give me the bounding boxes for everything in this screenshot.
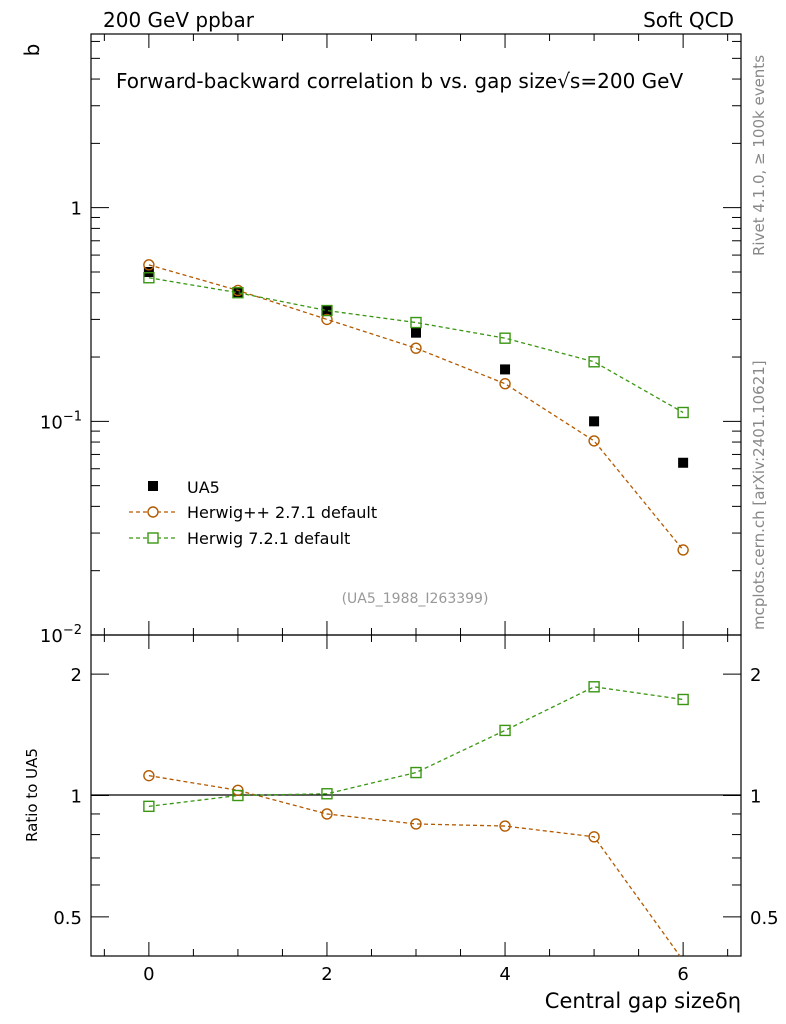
ratio-line-herwig-7-2-1-default — [148, 686, 684, 807]
ratio-tick-label-right: 0.5 — [750, 908, 779, 929]
x-tick-label: 6 — [677, 964, 688, 985]
point-ua5 — [232, 287, 243, 298]
ratio-tick-label-left: 2 — [71, 665, 82, 686]
point-herwig-7-2-1-default — [410, 316, 422, 329]
ratio-point-herwig-7-2-1-default — [232, 789, 244, 802]
legend-label-herwig7: Herwig 7.2.1 default — [187, 529, 350, 548]
series-line-herwig-7-2-1-default — [148, 277, 684, 414]
ratio-tick-label-right: 2 — [750, 665, 761, 686]
ratio-point-herwig-2-7-1-default — [499, 820, 511, 832]
point-ua5 — [321, 305, 332, 316]
point-ua5 — [678, 457, 689, 468]
point-ua5 — [411, 327, 421, 338]
point-herwig-7-2-1-default — [143, 272, 155, 284]
ratio-point-herwig-7-2-1-default — [410, 766, 422, 779]
point-herwig-2-7-1-default — [410, 342, 422, 354]
legend-label-herwigpp: Herwig++ 2.7.1 default — [187, 503, 377, 522]
x-tick-label: 4 — [499, 964, 510, 985]
ratio-point-herwig-7-2-1-default — [321, 788, 333, 800]
analysis-tag: (UA5_1988_I263399) — [342, 591, 489, 607]
point-herwig-2-7-1-default — [588, 435, 600, 447]
y-axis-label: b — [20, 44, 44, 57]
ratio-point-herwig-2-7-1-default — [143, 769, 155, 782]
ratio-line-herwig-2-7-1-default — [148, 775, 681, 957]
ratio-point-herwig-7-2-1-default — [499, 724, 511, 737]
ratio-tick-label-left: 0.5 — [53, 908, 82, 929]
ratio-point-herwig-2-7-1-default — [321, 808, 333, 820]
y-tick-label: 10−1 — [40, 409, 82, 433]
legend-marker-ua5 — [148, 481, 158, 491]
chart-title: Forward-backward correlation b vs. gap s… — [116, 69, 683, 93]
ratio-point-herwig-2-7-1-default — [410, 818, 422, 830]
point-herwig-7-2-1-default — [499, 332, 511, 344]
header-left: 200 GeV ppbar — [103, 8, 254, 32]
ratio-tick-label-left: 1 — [71, 787, 82, 808]
legend-label-ua5: UA5 — [187, 478, 220, 497]
legend-marker-herwigpp — [147, 506, 159, 518]
point-herwig-7-2-1-default — [232, 287, 244, 299]
point-herwig-2-7-1-default — [499, 378, 511, 390]
x-tick-label: 2 — [321, 964, 332, 985]
ratio-point-herwig-7-2-1-default — [143, 800, 155, 813]
ratio-point-herwig-2-7-1-default — [588, 831, 600, 843]
ratio-point-herwig-7-2-1-default — [677, 693, 689, 706]
point-ua5 — [143, 267, 154, 278]
point-herwig-2-7-1-default — [321, 313, 333, 326]
point-herwig-2-7-1-default — [143, 259, 155, 271]
ratio-axis-label: Ratio to UA5 — [23, 748, 41, 842]
legend-marker-herwig7 — [147, 532, 159, 544]
x-tick-label: 0 — [143, 964, 154, 985]
point-herwig-2-7-1-default — [677, 544, 689, 556]
series-line-herwig-2-7-1-default — [148, 264, 684, 551]
y-tick-label: 10−2 — [40, 623, 82, 647]
point-ua5 — [500, 364, 511, 375]
legend: UA5 Herwig++ 2.7.1 default Herwig 7.2.1 … — [129, 478, 377, 548]
ratio-point-herwig-7-2-1-default — [588, 681, 600, 693]
ratio-tick-label-right: 1 — [750, 787, 761, 808]
header-right: Soft QCD — [643, 8, 734, 32]
point-herwig-7-2-1-default — [588, 356, 600, 368]
x-axis-label: Central gap sizeδη — [545, 989, 741, 1013]
point-herwig-7-2-1-default — [321, 304, 333, 317]
y-tick-label: 1 — [71, 199, 82, 220]
point-herwig-7-2-1-default — [677, 406, 689, 419]
point-ua5 — [589, 416, 600, 427]
